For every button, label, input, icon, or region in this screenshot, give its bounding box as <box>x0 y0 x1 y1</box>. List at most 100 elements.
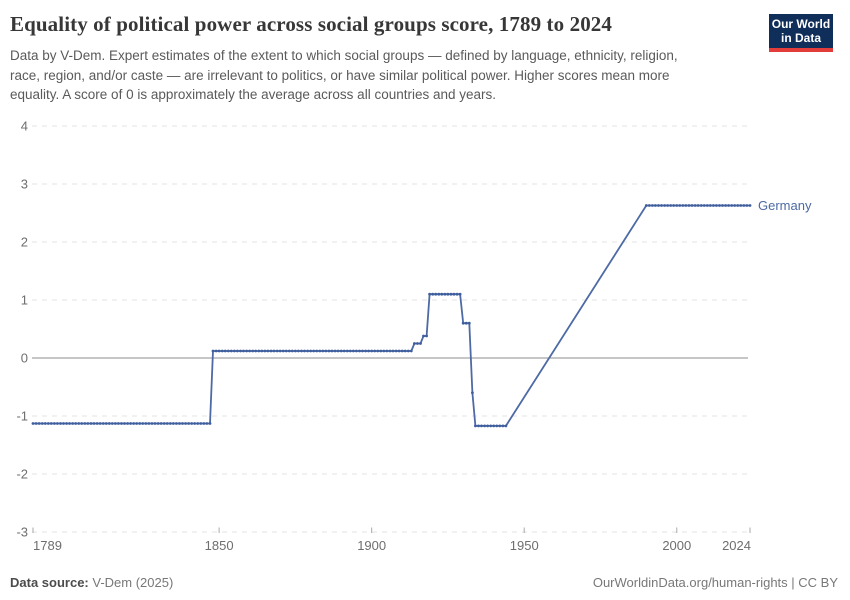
data-source-value: V-Dem (2025) <box>92 575 174 590</box>
y-gridlines: -3 -2 -1 0 1 2 3 4 <box>16 119 748 540</box>
subtitle-line: equality. A score of 0 is approximately … <box>10 87 497 102</box>
data-point <box>672 204 676 207</box>
data-point <box>483 424 486 428</box>
data-point <box>345 349 349 353</box>
y-tick-label: 4 <box>21 119 28 134</box>
x-tick-label: 1789 <box>33 538 62 553</box>
data-point <box>400 349 404 353</box>
data-point <box>205 422 209 425</box>
data-point <box>123 422 126 425</box>
x-tick-label: 1900 <box>357 538 386 553</box>
data-point <box>229 349 233 353</box>
data-point <box>275 349 279 353</box>
data-point <box>742 204 746 207</box>
y-tick-label: -1 <box>16 409 28 424</box>
data-point <box>388 349 392 353</box>
data-point <box>449 292 453 296</box>
data-point <box>98 422 102 425</box>
data-point <box>428 292 431 296</box>
data-point <box>202 422 206 425</box>
attribution-link[interactable]: OurWorldinData.org/human-rights | CC BY <box>592 575 838 590</box>
data-point <box>211 349 215 353</box>
data-point <box>736 204 740 207</box>
owid-logo[interactable]: Our World in Data <box>769 14 833 52</box>
data-point <box>272 349 276 353</box>
x-axis: 1789 1850 1900 1950 2000 2024 <box>32 527 751 553</box>
data-point <box>68 422 71 425</box>
data-point <box>242 349 245 353</box>
data-point <box>376 349 380 353</box>
data-point <box>419 342 422 345</box>
data-point <box>730 204 734 207</box>
data-point <box>150 422 154 425</box>
data-point <box>175 422 178 425</box>
owid-logo-line2: in Data <box>780 31 821 45</box>
chart-footer: Data source: V-Dem (2025) OurWorldinData… <box>10 575 838 590</box>
data-point <box>339 349 343 353</box>
data-point <box>361 349 364 353</box>
data-point <box>394 349 398 353</box>
y-tick-label: -3 <box>16 525 28 540</box>
data-point <box>416 342 419 345</box>
data-point <box>309 349 312 353</box>
data-point <box>263 349 267 353</box>
data-point <box>708 204 712 207</box>
data-point <box>336 349 340 353</box>
page-title: Equality of political power across socia… <box>10 12 612 36</box>
data-point <box>251 349 255 353</box>
data-point <box>678 204 682 207</box>
data-point <box>193 422 197 425</box>
data-point <box>138 422 142 425</box>
data-point <box>489 424 493 428</box>
y-tick-label: 0 <box>21 351 28 366</box>
data-point <box>34 422 38 425</box>
data-point <box>165 422 169 425</box>
data-point <box>129 422 133 425</box>
data-point <box>440 292 444 296</box>
data-point <box>284 349 288 353</box>
data-point <box>403 349 407 353</box>
data-point <box>702 204 706 207</box>
data-point <box>184 422 188 425</box>
data-point <box>239 349 242 353</box>
subtitle-line: race, region, and/or caste — are irrelev… <box>10 67 670 83</box>
data-point <box>705 204 709 207</box>
data-point <box>86 422 90 425</box>
data-point <box>675 204 679 207</box>
x-tick-label: 1950 <box>510 538 539 553</box>
series-line-germany[interactable] <box>33 204 750 427</box>
data-point <box>425 334 428 338</box>
series-label-germany[interactable]: Germany <box>758 198 812 213</box>
data-point <box>379 349 383 353</box>
data-point <box>501 424 505 428</box>
data-point <box>464 321 468 325</box>
data-point <box>486 424 489 428</box>
data-point <box>724 204 727 207</box>
data-point <box>37 422 41 425</box>
data-point <box>95 422 99 425</box>
data-point <box>59 422 62 425</box>
data-point <box>144 422 148 425</box>
data-point <box>110 422 114 425</box>
data-point <box>287 349 291 353</box>
data-point <box>294 349 297 353</box>
data-point <box>669 204 673 207</box>
data-point <box>254 349 258 353</box>
owid-logo-box: Our World in Data <box>769 14 833 48</box>
data-point <box>373 349 377 353</box>
data-point <box>120 422 123 425</box>
data-point <box>446 292 450 296</box>
data-point <box>342 349 346 353</box>
data-point <box>217 349 221 353</box>
data-point <box>226 349 230 353</box>
data-point <box>657 204 660 207</box>
data-point <box>171 422 175 425</box>
data-point <box>355 349 358 353</box>
data-point <box>281 349 285 353</box>
data-point <box>156 422 160 425</box>
data-point <box>474 424 477 428</box>
data-point <box>651 204 654 207</box>
data-point <box>696 204 700 207</box>
data-point <box>260 349 264 353</box>
data-point <box>370 349 374 353</box>
